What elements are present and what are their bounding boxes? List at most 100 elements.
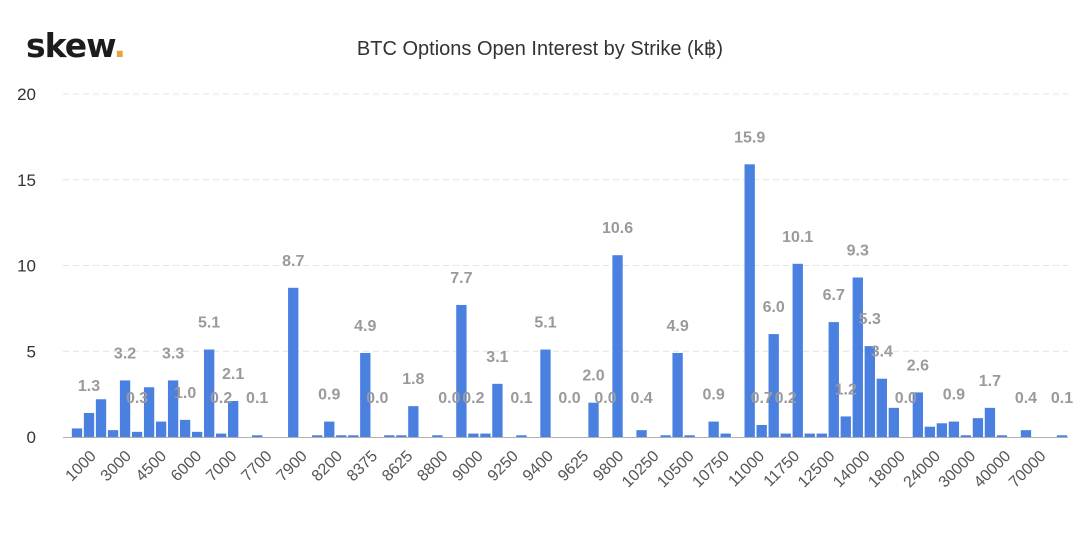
bar [167, 380, 179, 437]
bar [312, 435, 323, 437]
bar [107, 430, 119, 437]
data-labels: 1.33.20.33.31.05.10.22.10.18.70.94.90.01… [78, 129, 1073, 407]
bar [984, 407, 996, 437]
x-tick-label: 8200 [309, 448, 346, 485]
bar [672, 352, 683, 437]
bar [852, 277, 863, 437]
bar [432, 435, 443, 437]
bar [288, 287, 299, 437]
x-tick-label: 70000 [1006, 448, 1050, 492]
chart-title: BTC Options Open Interest by Strike (k฿) [356, 38, 724, 60]
bar [1020, 430, 1032, 437]
data-label: 5.1 [534, 315, 556, 332]
bar [768, 334, 779, 437]
bars [71, 164, 1068, 437]
data-label: 3.4 [871, 344, 893, 361]
x-tick-label: 24000 [901, 448, 945, 492]
data-label: 6.7 [823, 287, 845, 304]
data-label: 0.9 [943, 387, 965, 404]
x-tick-label: 10500 [654, 448, 698, 492]
data-label: 0.1 [1051, 390, 1073, 407]
data-label: 0.4 [630, 390, 652, 407]
data-label: 5.1 [198, 315, 220, 332]
bar [360, 352, 371, 437]
y-tick-label: 15 [17, 171, 36, 190]
bar [720, 433, 731, 437]
grid-lines [63, 93, 1068, 352]
bar [924, 426, 936, 437]
bar [612, 255, 623, 437]
bar [540, 349, 551, 437]
data-label: 5.3 [859, 311, 881, 328]
bar [71, 428, 83, 437]
x-tick-label: 8800 [414, 448, 451, 485]
x-axis-ticks: 1000300045006000700077007900820083758625… [63, 448, 1050, 492]
data-label: 0.2 [210, 390, 232, 407]
x-tick-label: 7000 [203, 448, 240, 485]
bar [492, 383, 503, 437]
data-label: 0.2 [775, 390, 797, 407]
data-label: 3.1 [486, 349, 508, 366]
data-label: 2.6 [907, 357, 929, 374]
x-tick-label: 8625 [379, 448, 416, 485]
data-label: 2.0 [582, 368, 604, 385]
bar [756, 424, 767, 437]
logo-dot: . [113, 26, 126, 65]
x-tick-label: 9625 [555, 448, 592, 485]
x-tick-label: 9400 [520, 448, 557, 485]
data-label: 1.2 [835, 381, 857, 398]
x-tick-label: 40000 [971, 448, 1015, 492]
bar [456, 304, 467, 437]
bar [744, 164, 755, 437]
data-label: 0.2 [462, 390, 484, 407]
bar [191, 431, 203, 437]
data-label: 1.8 [402, 371, 424, 388]
x-tick-label: 18000 [865, 448, 909, 492]
bar [972, 418, 984, 437]
skew-logo: skew. [26, 26, 126, 65]
bar [828, 322, 839, 437]
x-tick-label: 11000 [725, 448, 768, 491]
data-label: 1.7 [979, 373, 1001, 390]
bar [1056, 435, 1068, 437]
bar [960, 435, 972, 437]
data-label: 0.0 [895, 390, 917, 407]
data-label: 1.3 [78, 378, 100, 395]
x-tick-label: 7700 [238, 448, 275, 485]
data-label: 6.0 [763, 299, 785, 316]
y-tick-label: 5 [27, 342, 36, 361]
bar [83, 412, 95, 437]
x-tick-label: 9000 [450, 448, 487, 485]
bar [588, 402, 599, 437]
bar [780, 433, 791, 437]
data-label: 0.7 [751, 390, 773, 407]
data-label: 0.0 [438, 390, 460, 407]
data-label: 1.0 [174, 385, 196, 402]
data-label: 4.9 [666, 318, 688, 335]
data-label: 0.1 [510, 390, 532, 407]
bar [888, 407, 899, 437]
bar [131, 431, 143, 437]
data-label: 8.7 [282, 253, 304, 270]
bar [912, 392, 924, 437]
x-tick-label: 12500 [795, 448, 839, 492]
x-tick-label: 8375 [344, 448, 381, 485]
bar [215, 433, 227, 437]
bar [804, 433, 815, 437]
y-tick-label: 0 [27, 428, 36, 447]
bar [143, 387, 155, 437]
data-label: 4.9 [354, 318, 376, 335]
x-tick-label: 4500 [133, 448, 170, 485]
bar [408, 406, 419, 437]
x-tick-label: 30000 [936, 448, 980, 492]
bar [384, 435, 395, 437]
data-label: 9.3 [847, 243, 869, 260]
data-label: 0.9 [318, 387, 340, 404]
data-label: 0.0 [366, 390, 388, 407]
y-tick-label: 10 [17, 257, 36, 276]
data-label: 0.4 [1015, 390, 1037, 407]
data-label: 0.0 [594, 390, 616, 407]
bar [480, 433, 491, 437]
bar [792, 263, 803, 437]
